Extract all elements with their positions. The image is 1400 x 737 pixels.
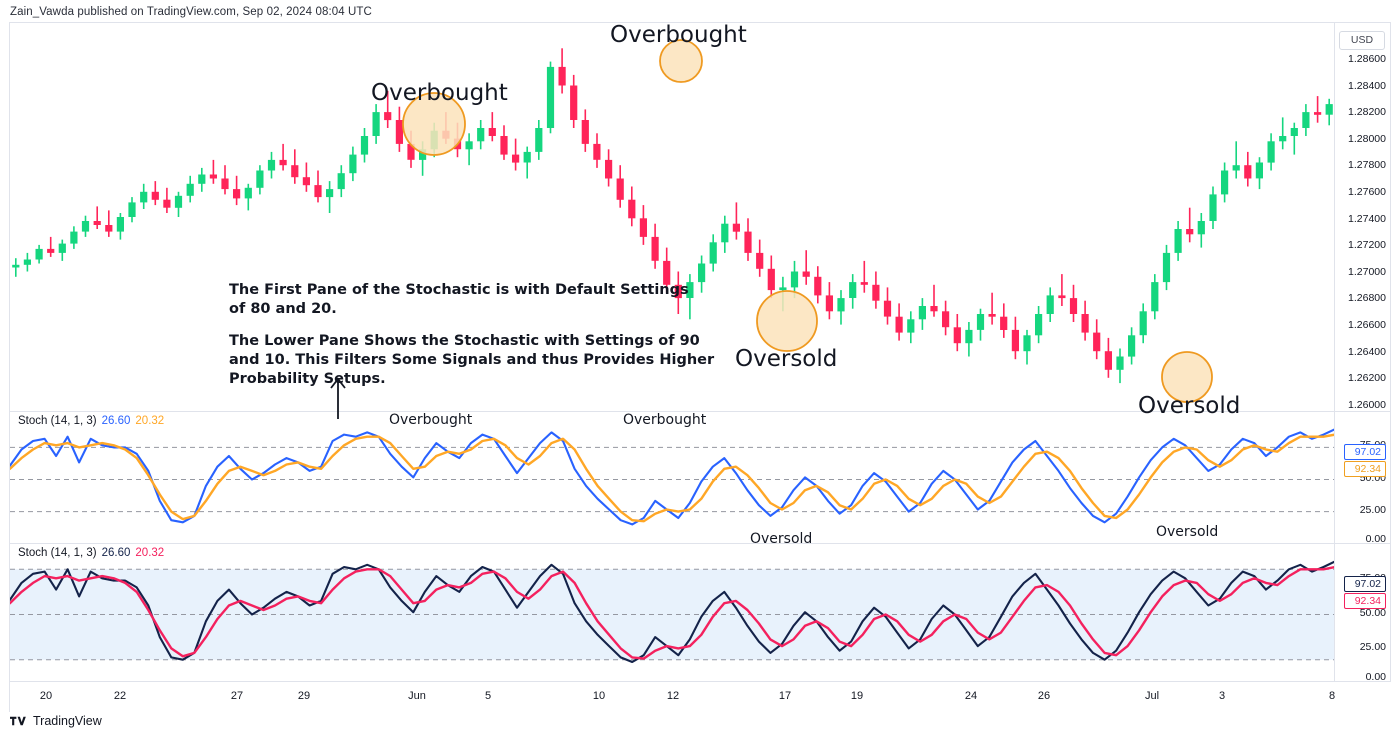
footer-brand-label: TradingView (33, 714, 102, 728)
price-tick: 1.26000 (1348, 398, 1386, 411)
stoch-filtered-d-value: 20.32 (135, 547, 165, 559)
price-tick: 1.28400 (1348, 79, 1386, 92)
stoch-default-legend-title: Stoch (14, 1, 3) (18, 415, 97, 427)
chart-frame: Stoch (14, 1, 3) 26.60 20.32 Stoch (14, 1,… (9, 22, 1391, 712)
candlestick-canvas (12, 48, 1333, 384)
stoch-tick: 25.00 (1359, 640, 1386, 653)
price-pane[interactable] (10, 23, 1335, 411)
stochastic-filtered-pane[interactable]: Stoch (14, 1, 3) 26.60 20.32 (10, 544, 1335, 681)
price-tick: 1.28600 (1348, 53, 1386, 65)
stoch-tick: 0.00 (1365, 533, 1386, 546)
stoch-default-d-value: 20.32 (135, 415, 165, 427)
stoch-filtered-k-value: 26.60 (101, 547, 131, 559)
stoch-default-k-value: 26.60 (101, 415, 131, 427)
footer-brand[interactable]: TradingView (10, 714, 102, 728)
tradingview-logo-icon (10, 716, 26, 726)
stoch-filtered-legend-title: Stoch (14, 1, 3) (18, 547, 97, 559)
price-tick: 1.27000 (1348, 265, 1386, 278)
price-annotation-label: Oversold (1138, 393, 1241, 419)
pane-divider-2 (10, 543, 1391, 544)
time-tick: 8 (1328, 690, 1336, 702)
pane-divider-1 (10, 411, 1391, 412)
time-tick: Jul (1144, 690, 1160, 702)
stoch-annotation-label: Overbought (623, 412, 707, 428)
stoch-default-legend[interactable]: Stoch (14, 1, 3) 26.60 20.32 (18, 415, 169, 427)
note-filtered-settings: The Lower Pane Shows the Stochastic with… (229, 333, 715, 387)
stoch-default-d-badge: 92.34 (1344, 461, 1386, 477)
price-annotation-label: Oversold (735, 346, 838, 372)
stoch-filtered-k-badge: 97.02 (1344, 576, 1386, 592)
stoch-tick: 50.00 (1359, 606, 1386, 619)
time-tick: 17 (778, 690, 792, 702)
note-default-settings: The First Pane of the Stochastic is with… (229, 282, 689, 317)
price-annotation-label: Overbought (610, 22, 747, 48)
time-tick: 5 (484, 690, 492, 702)
publish-attribution: Zain_Vawda published on TradingView.com,… (10, 6, 372, 18)
price-tick: 1.27200 (1348, 239, 1386, 252)
stoch-filtered-d-badge: 92.34 (1344, 593, 1386, 609)
annotation-overlay (330, 39, 1213, 419)
price-tick: 1.26400 (1348, 345, 1386, 358)
stoch-tick: 0.00 (1365, 670, 1386, 683)
price-tick: 1.26800 (1348, 292, 1386, 305)
price-tick: 1.28000 (1348, 132, 1386, 145)
time-tick: 12 (666, 690, 680, 702)
time-tick: 26 (1037, 690, 1051, 702)
time-tick: 19 (850, 690, 864, 702)
time-tick: 22 (113, 690, 127, 702)
price-tick: 1.27400 (1348, 212, 1386, 225)
stoch-annotation-label: Oversold (750, 531, 813, 547)
stoch-annotation-label: Oversold (1156, 524, 1219, 540)
time-tick: 24 (964, 690, 978, 702)
stochastic-default-pane[interactable]: Stoch (14, 1, 3) 26.60 20.32 (10, 412, 1335, 543)
time-tick: 20 (39, 690, 53, 702)
time-tick: Jun (408, 690, 426, 702)
stochastic-default-canvas (10, 428, 1335, 526)
time-scale[interactable]: 20 22 27 29 Jun 5 10 12 17 19 24 26 Jul 3 8 (10, 681, 1391, 712)
stoch-tick: 25.00 (1359, 504, 1386, 517)
price-tick: 1.26600 (1348, 319, 1386, 331)
time-tick: 3 (1218, 690, 1226, 702)
price-scale[interactable]: USD 1.28600 1.28400 1.28200 1.28000 1.27800 1… (1334, 23, 1391, 683)
time-tick: 10 (592, 690, 606, 702)
time-tick: 27 (230, 690, 244, 702)
stoch-annotation-label: Overbought (389, 412, 473, 428)
scale-divider-1 (1335, 411, 1391, 412)
stoch-default-k-badge: 97.02 (1344, 444, 1386, 460)
stoch-filtered-legend[interactable]: Stoch (14, 1, 3) 26.60 20.32 (18, 547, 169, 559)
price-annotation-label: Overbought (371, 80, 508, 106)
price-tick: 1.27800 (1348, 159, 1386, 172)
time-tick: 29 (297, 690, 311, 702)
scale-divider-2 (1335, 543, 1391, 544)
stochastic-filtered-canvas (10, 560, 1335, 664)
price-tick: 1.26200 (1348, 372, 1386, 385)
currency-unit-button[interactable]: USD (1339, 31, 1385, 50)
price-tick: 1.28200 (1348, 106, 1386, 119)
price-tick: 1.27600 (1348, 186, 1386, 198)
